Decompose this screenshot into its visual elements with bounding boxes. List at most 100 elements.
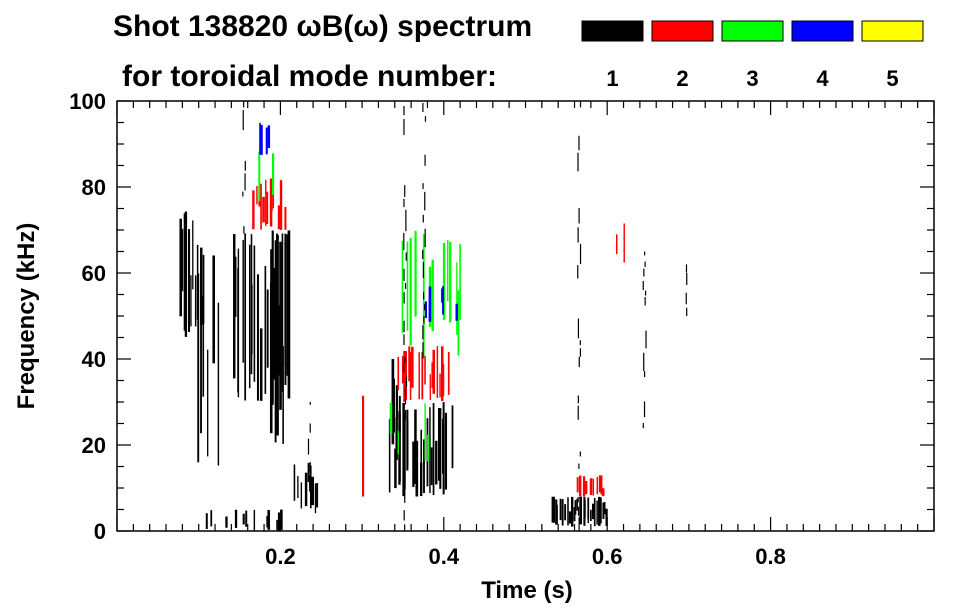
spectrum-stroke: [578, 356, 580, 368]
spectrum-stroke: [242, 191, 244, 197]
spectrum-stroke: [212, 255, 215, 364]
spectrum-stroke: [404, 487, 406, 503]
plot-area: 0.2 0.4 0.6 0.8 0 20 40 60 80 100: [69, 89, 935, 569]
spectrum-stroke: [234, 509, 238, 528]
spectrum-blob-mode-2: [252, 178, 287, 230]
spectrum-stroke: [279, 241, 282, 410]
spectrum-blob-mode-3: [389, 402, 430, 462]
spectrum-stroke: [577, 405, 579, 420]
spectrum-stroke: [642, 423, 644, 429]
spectrum-stroke: [411, 346, 414, 388]
y-tick-labels: 0 20 40 60 80 100: [69, 89, 106, 544]
spectrum-stroke: [578, 463, 580, 469]
spectrum-stroke: [180, 228, 184, 292]
legend-swatch-mode-2: [651, 20, 714, 42]
spectrum-stroke: [424, 403, 426, 461]
spectrum-stroke: [403, 105, 405, 116]
spectrum-stroke: [309, 465, 312, 509]
spectrum-stroke: [242, 513, 245, 525]
spectrum-stroke: [422, 214, 424, 223]
spectrum-stroke: [577, 506, 580, 516]
spectrum-blob-mode-2: [362, 395, 365, 497]
spectrum-stroke: [403, 422, 405, 435]
spectrum-stroke: [409, 352, 412, 400]
spectrum-stroke: [403, 232, 405, 251]
spectrum-stroke: [415, 440, 419, 497]
spectrum-stroke: [596, 476, 599, 495]
spectrum-stroke: [591, 503, 595, 520]
spectrum-stroke: [439, 408, 442, 489]
spectrum-stroke: [401, 355, 404, 384]
spectrum-stroke: [422, 262, 425, 279]
spectrum-stroke: [307, 438, 310, 455]
spectrum-stroke: [277, 305, 281, 376]
spectrum-blob-mode-1: [269, 230, 287, 444]
legend-label-mode-1: 1: [606, 66, 618, 91]
spectrum-stroke: [576, 498, 578, 511]
spectrum-stroke: [644, 261, 646, 267]
spectrum-blob-mode-2: [576, 475, 605, 497]
spectrum-stroke: [269, 282, 273, 434]
spectrum-stroke: [404, 357, 406, 364]
y-tick-label: 60: [82, 261, 106, 286]
spectrum-stroke: [405, 209, 407, 232]
spectrum-stroke: [403, 413, 406, 490]
spectrum-stroke: [398, 413, 401, 482]
spectrum-blob-mode-2: [397, 346, 450, 402]
spectrum-stroke: [404, 185, 406, 197]
spectrum-stroke: [567, 497, 569, 526]
spectrum-stroke: [304, 472, 308, 507]
spectrum-stroke: [577, 318, 580, 339]
spectrum-stroke: [251, 284, 253, 355]
spectrum-stroke: [284, 206, 287, 230]
spectrum-stroke: [442, 402, 445, 495]
spectrum-stroke: [424, 191, 426, 211]
spectrum-stroke: [440, 346, 444, 401]
spectrum-stroke: [577, 395, 579, 404]
spectrum-stroke: [309, 462, 311, 474]
spectrum-stroke: [393, 378, 396, 433]
y-tick-label: 100: [69, 89, 106, 114]
spectrum-stroke: [430, 447, 433, 486]
spectrum-stroke: [424, 301, 428, 318]
spectrum-stroke: [424, 355, 426, 385]
spectrum-blob-mode-1: [391, 359, 401, 445]
spectrum-stroke: [276, 519, 278, 531]
spectrum-stroke: [577, 227, 579, 243]
spectrum-stroke: [405, 376, 408, 388]
spectrum-stroke: [243, 101, 245, 108]
spectrum-stroke: [442, 286, 444, 315]
spectrum-stroke: [602, 488, 605, 497]
spectrum-stroke: [188, 229, 191, 332]
spectrum-stroke: [593, 497, 596, 527]
spectrum-stroke: [552, 496, 556, 523]
spectrum-stroke: [256, 185, 258, 205]
spectrum-stroke: [424, 228, 426, 248]
y-tick-label: 80: [82, 175, 106, 200]
spectrum-stroke: [184, 211, 188, 337]
spectrum-stroke: [262, 196, 265, 223]
legend-swatch-mode-5: [861, 20, 924, 42]
axis-ticks: [116, 100, 935, 532]
spectrum-stroke: [577, 497, 579, 503]
spectrum-stroke: [564, 504, 567, 521]
spectrum-stroke: [424, 154, 426, 166]
spectrum-stroke: [309, 480, 311, 492]
spectrum-stroke: [403, 198, 405, 208]
spectrum-stroke: [579, 348, 582, 357]
spectrum-stroke: [395, 417, 398, 460]
spectrum-stroke: [244, 160, 246, 171]
spectrum-stroke: [314, 483, 317, 514]
x-tick-labels: 0.2 0.4 0.6 0.8: [265, 544, 786, 569]
spectrum-stroke: [442, 363, 445, 396]
spectrum-stroke: [408, 346, 411, 382]
spectrum-stroke: [422, 183, 424, 189]
spectrum-stroke: [578, 208, 580, 224]
spectrum-stroke: [210, 510, 213, 527]
spectrum-stroke: [644, 251, 646, 256]
spectrum-stroke: [397, 430, 399, 455]
spectrum-stroke: [404, 524, 406, 531]
spectrum-stroke: [277, 205, 280, 230]
spectrum-stroke: [202, 254, 205, 324]
spectrum-stroke: [253, 245, 256, 382]
